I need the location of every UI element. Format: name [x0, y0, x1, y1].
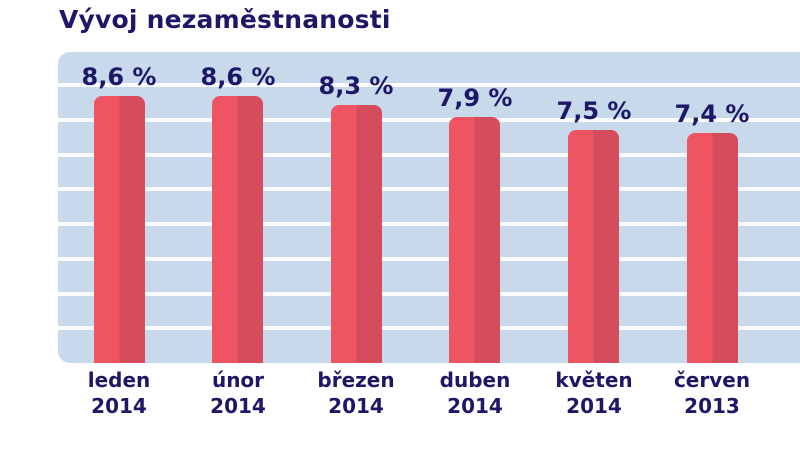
x-axis-label-line: 2013: [684, 394, 740, 418]
gridline: [58, 117, 800, 122]
plot-area: [58, 52, 800, 363]
x-axis-label: únor 2014: [158, 367, 318, 419]
x-axis-label-line: duben: [439, 368, 511, 392]
x-axis-label-line: leden: [87, 368, 151, 392]
bar-1: [94, 96, 145, 363]
x-axis-label-line: červen: [673, 368, 751, 392]
gridline: [58, 83, 800, 87]
x-axis-label: duben 2014: [395, 367, 555, 419]
chart-title: Vývoj nezaměstnanosti: [59, 5, 391, 34]
bar-4: [449, 117, 500, 363]
bar-value-label: 7,5 %: [556, 97, 632, 125]
bar-value-label: 8,3 %: [318, 72, 394, 100]
x-axis-label: květen 2014: [514, 367, 674, 419]
x-axis-label-line: 2014: [328, 394, 384, 418]
x-axis-label-line: 2014: [91, 394, 147, 418]
x-axis-label-line: 2014: [210, 394, 266, 418]
x-axis-label-line: 2014: [447, 394, 503, 418]
gridline: [58, 291, 800, 296]
gridline: [58, 256, 800, 261]
gridline: [58, 187, 800, 192]
x-axis-label-line: 2014: [566, 394, 622, 418]
bar-value-label: 7,4 %: [674, 100, 750, 128]
x-axis-label-line: březen: [317, 368, 395, 392]
x-axis-label-line: květen: [555, 368, 633, 392]
bar-2: [212, 96, 263, 363]
x-axis-label: březen 2014: [276, 367, 436, 419]
gridline: [58, 326, 800, 331]
bar-value-label: 7,9 %: [437, 84, 513, 112]
x-axis-label: leden 2014: [39, 367, 199, 419]
bar-6: [687, 133, 738, 363]
x-axis-label-line: únor: [211, 368, 265, 392]
gridline: [58, 152, 800, 157]
x-axis-label: červen 2013: [632, 367, 792, 419]
bar-value-label: 8,6 %: [81, 63, 157, 91]
gridline: [58, 222, 800, 226]
bar-5: [568, 130, 619, 363]
bar-value-label: 8,6 %: [200, 63, 276, 91]
bar-3: [331, 105, 382, 363]
